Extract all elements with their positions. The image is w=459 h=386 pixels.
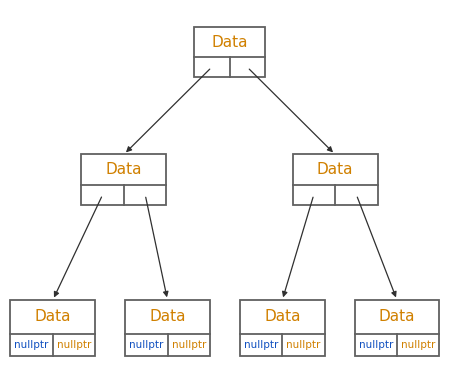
Text: nullptr: nullptr [129,340,163,350]
Text: nullptr: nullptr [286,340,321,350]
Text: nullptr: nullptr [401,340,436,350]
Text: nullptr: nullptr [358,340,393,350]
Text: nullptr: nullptr [14,340,49,350]
Text: Data: Data [317,162,353,177]
Bar [293,154,377,205]
Text: Data: Data [149,310,186,324]
Text: nullptr: nullptr [244,340,278,350]
Text: Data: Data [379,310,415,324]
Bar [82,154,167,205]
Bar [355,300,440,356]
Text: Data: Data [264,310,301,324]
Text: nullptr: nullptr [57,340,91,350]
Bar [240,300,325,356]
Bar [11,300,95,356]
Bar [125,300,210,356]
Text: Data: Data [106,162,142,177]
Text: Data: Data [34,310,71,324]
Text: nullptr: nullptr [172,340,206,350]
Bar [194,27,265,77]
Text: Data: Data [211,35,248,49]
